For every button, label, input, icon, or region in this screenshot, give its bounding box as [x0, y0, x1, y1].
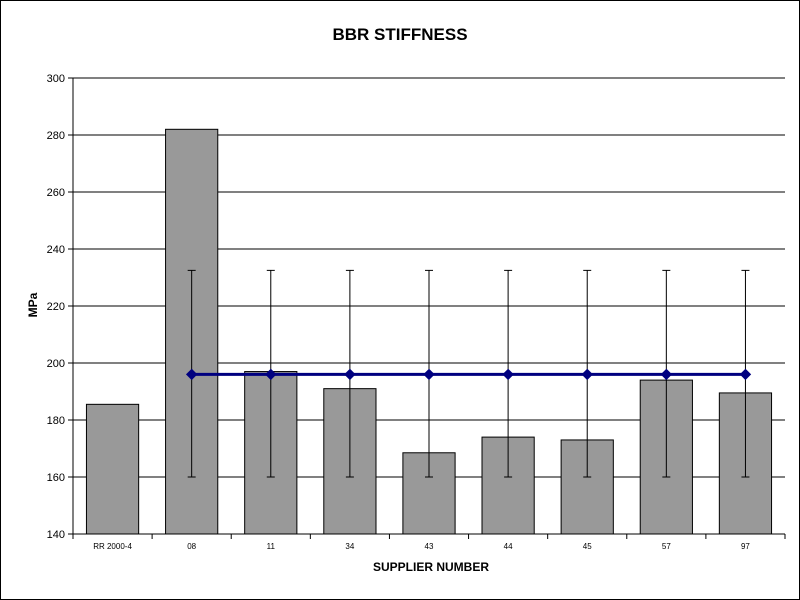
average-marker-97: [739, 368, 752, 381]
x-tick-label-rr-2000-4: RR 2000-4: [93, 542, 132, 551]
y-tick-label-220: 220: [47, 301, 65, 313]
x-tick-label-97: 97: [741, 542, 750, 551]
y-tick-label-280: 280: [47, 130, 65, 142]
x-tick-label-57: 57: [662, 542, 671, 551]
y-tick-label-200: 200: [47, 358, 65, 370]
reference-line: [185, 368, 752, 381]
average-marker-34: [344, 368, 356, 381]
x-tick-label-44: 44: [504, 542, 513, 551]
y-tick-label-180: 180: [47, 415, 65, 427]
x-tick-label-43: 43: [425, 542, 434, 551]
average-marker-08: [185, 368, 198, 381]
x-axis-title: SUPPLIER NUMBER: [373, 560, 489, 574]
tick-labels: 140 160 180 200 220 240 260 280 300 RR 2000-4 08 11…: [47, 73, 751, 551]
y-tick-label-240: 240: [47, 244, 65, 256]
x-tick-label-34: 34: [345, 542, 354, 551]
axes: [68, 77, 786, 539]
x-tick-label-08: 08: [187, 542, 196, 551]
bar-rr-2000-4: [85, 403, 140, 535]
y-tick-label-300: 300: [47, 73, 65, 85]
y-axis-title: MPa: [26, 292, 40, 317]
x-tick-label-11: 11: [267, 542, 276, 551]
average-marker-11: [265, 368, 277, 381]
y-tick-label-160: 160: [47, 472, 65, 484]
y-tick-label-260: 260: [47, 187, 65, 199]
average-marker-43: [423, 368, 435, 381]
x-tick-label-45: 45: [583, 542, 592, 551]
chart-title: BBR STIFFNESS: [332, 25, 467, 44]
average-marker-44: [502, 368, 514, 381]
average-marker-45: [581, 368, 593, 381]
y-tick-label-140: 140: [47, 529, 65, 541]
average-marker-57: [660, 368, 673, 381]
